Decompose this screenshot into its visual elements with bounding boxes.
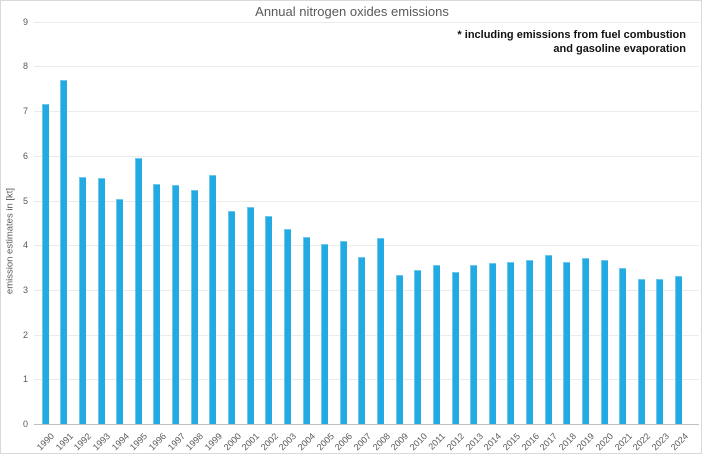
- bar: [246, 206, 254, 424]
- bar: [451, 272, 459, 424]
- bar: [563, 261, 571, 424]
- bar: [358, 256, 366, 424]
- gridline: [34, 245, 699, 247]
- y-tick-label: 6: [22, 150, 28, 161]
- bar: [377, 238, 385, 424]
- y-tick-label: 4: [22, 240, 28, 251]
- y-tick-label: 7: [22, 106, 28, 117]
- bar: [172, 184, 180, 424]
- y-tick-label: 8: [22, 61, 28, 72]
- gridline: [34, 379, 699, 381]
- y-tick-label: 1: [22, 374, 28, 385]
- bar: [637, 278, 645, 424]
- bar: [283, 228, 291, 424]
- bar: [209, 174, 217, 424]
- chart-annotation: * including emissions from fuel combusti…: [457, 28, 686, 56]
- bar: [60, 79, 68, 424]
- gridline: [34, 111, 699, 113]
- bar: [619, 267, 627, 424]
- bar: [116, 199, 124, 424]
- chart-title: Annual nitrogen oxides emissions: [255, 4, 449, 19]
- gridline: [34, 200, 699, 202]
- bar: [78, 177, 86, 424]
- bar: [134, 158, 142, 424]
- bar: [526, 260, 534, 424]
- gridline: [34, 21, 699, 23]
- x-axis-line: [34, 424, 699, 425]
- gridline: [34, 334, 699, 336]
- bar: [656, 279, 664, 424]
- gridline: [34, 66, 699, 68]
- bar: [507, 261, 515, 424]
- bar: [228, 211, 235, 424]
- y-tick-label: 9: [22, 16, 28, 27]
- bar: [321, 243, 329, 424]
- bar: [97, 177, 105, 424]
- y-tick-label: 3: [22, 284, 28, 295]
- bar: [395, 275, 403, 424]
- bar: [41, 104, 49, 424]
- y-tick-label: 2: [22, 329, 28, 340]
- bar: [544, 255, 552, 424]
- bar: [600, 260, 608, 424]
- gridline: [34, 155, 699, 157]
- bar: [265, 216, 273, 424]
- chart-annotation-line2: and gasoline evaporation: [553, 43, 686, 55]
- bar: [302, 237, 310, 424]
- y-tick-label: 5: [22, 195, 28, 206]
- chart-annotation-line1: * including emissions from fuel combusti…: [457, 29, 686, 41]
- bar: [488, 263, 496, 424]
- bar: [470, 264, 478, 424]
- gridline: [34, 289, 699, 291]
- bar: [153, 183, 161, 424]
- bar: [432, 265, 440, 424]
- bar: [581, 258, 589, 424]
- bar: [339, 240, 347, 424]
- bar: [675, 276, 683, 424]
- bar: [414, 269, 422, 424]
- y-tick-label: 0: [22, 419, 28, 429]
- bar: [190, 190, 198, 424]
